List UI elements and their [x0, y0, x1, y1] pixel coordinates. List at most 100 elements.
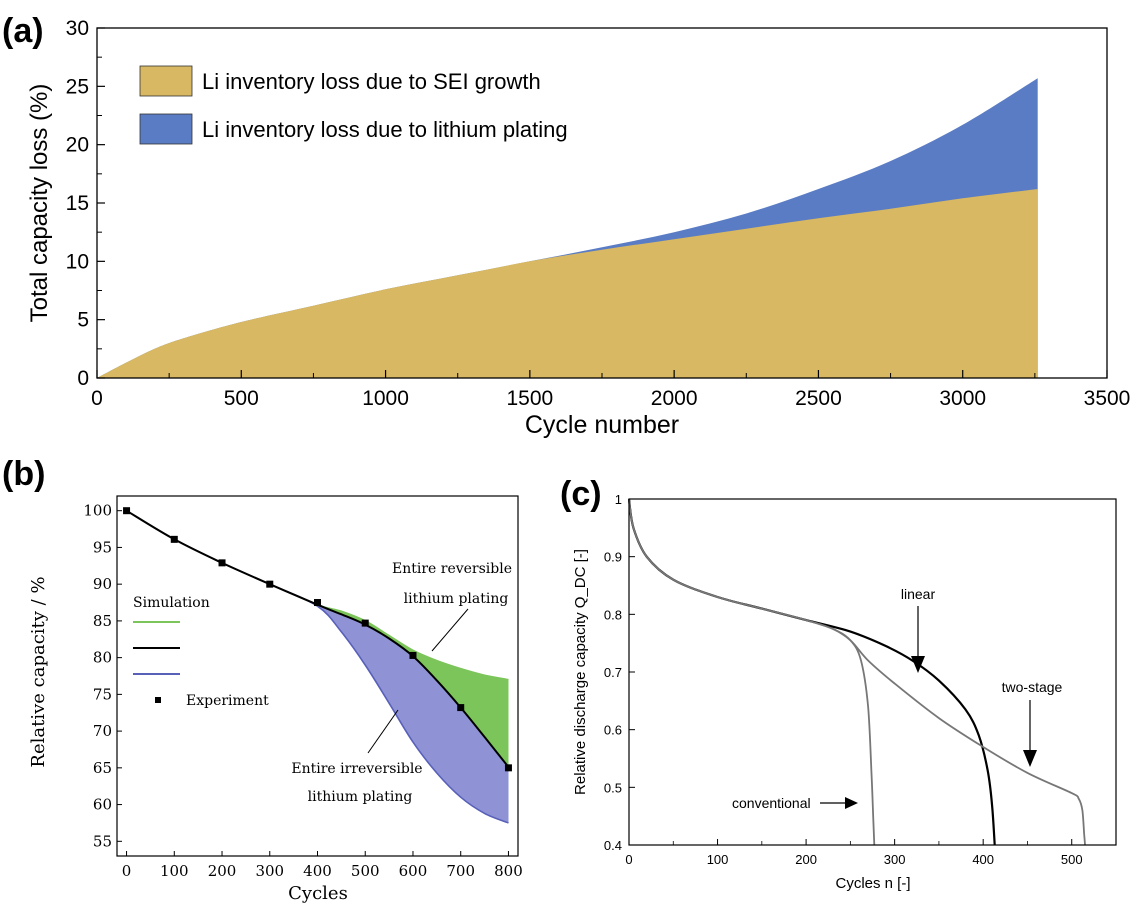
panel-c: (c) 0 100 200 300 400 5000.40.50.60.70.80.91 …: [560, 475, 1117, 892]
x-tick-label: 500: [351, 862, 380, 880]
y-tick-label: 0.7: [604, 665, 622, 680]
x-tick-label: 100: [707, 852, 729, 867]
annotation-reversible-1: Entire reversible: [392, 561, 512, 577]
x-tick-label: 100: [160, 862, 189, 880]
annotation-conventional-arrowhead: [845, 797, 858, 809]
x-tick-label: 0: [122, 862, 132, 880]
y-tick-label: 95: [93, 538, 112, 556]
panel-c-annotations: linear two-stage conventional: [732, 586, 1063, 811]
legend-label-plating: Li inventory loss due to lithium plating: [202, 117, 568, 142]
experiment-point: [123, 507, 131, 515]
y-tick-label: 0.4: [604, 838, 622, 853]
panel-b-ticks: 0 100 200 300 400 500 600 700 800 55 60 65 70 75 80 85 9…: [83, 502, 522, 880]
experiment-point: [314, 599, 321, 607]
panel-a-legend: Li inventory loss due to SEI growth Li i…: [139, 65, 568, 145]
x-tick-label: 2500: [795, 387, 842, 410]
annotation-irreversible-2: lithium plating: [308, 789, 413, 805]
panel-b: (b) 0 100 200 300 400 500 600 700 800 55 60 65 70 75 8…: [2, 455, 523, 903]
annotation-two-stage: two-stage: [1002, 679, 1063, 695]
panel-b-xlabel: Cycles: [288, 883, 348, 903]
panel-b-bands: [126, 510, 509, 823]
experiment-point: [457, 704, 465, 712]
y-tick-label: 90: [93, 575, 112, 593]
panel-c-lines: [627, 498, 1086, 846]
panel-b-ylabel: Relative capacity / %: [28, 576, 49, 767]
y-tick-label: 65: [93, 759, 112, 777]
x-tick-label: 3500: [1084, 387, 1130, 410]
experiment-point: [170, 535, 178, 543]
y-tick-label: 100: [83, 502, 112, 520]
panel-c-ticks: 0 100 200 300 400 500 0.4 0.5 0.6 0.7 0.8 0.9 1: [604, 492, 1083, 867]
panel-a-ylabel: Total capacity loss (%): [26, 84, 53, 323]
y-tick-label: 1: [615, 492, 622, 507]
panel-c-ylabel: Relative discharge capacity Q_DC [-]: [572, 549, 589, 795]
panel-c-label: (c): [560, 475, 602, 513]
line-two-stage: [628, 498, 1086, 846]
panel-b-label: (b): [2, 455, 45, 493]
panel-a-xlabel: Cycle number: [525, 411, 679, 439]
x-tick-label: 600: [399, 862, 428, 880]
x-tick-label: 400: [972, 852, 994, 867]
y-tick-label: 0.5: [604, 780, 622, 795]
x-tick-label: 200: [795, 852, 817, 867]
y-tick-label: 30: [66, 17, 89, 40]
experiment-point: [504, 764, 512, 772]
x-tick-label: 3000: [939, 387, 986, 410]
experiment-point: [266, 580, 274, 588]
y-tick-label: 0.9: [604, 550, 622, 565]
x-tick-label: 400: [303, 862, 332, 880]
y-tick-label: 0: [77, 367, 89, 390]
y-tick-label: 85: [93, 612, 112, 630]
x-tick-label: 500: [1061, 852, 1083, 867]
area-series-0: [97, 189, 1038, 378]
panel-c-xlabel: Cycles n [-]: [835, 875, 910, 892]
y-tick-label: 55: [93, 832, 112, 850]
y-tick-label: 60: [93, 796, 112, 814]
annotation-linear: linear: [901, 586, 936, 602]
legend-label-experiment: Experiment: [186, 693, 269, 709]
panel-a-label: (a): [2, 12, 44, 50]
x-tick-label: 300: [255, 862, 284, 880]
x-tick-label: 700: [446, 862, 475, 880]
y-tick-label: 10: [66, 250, 89, 273]
legend-marker-experiment: [155, 697, 161, 703]
y-tick-label: 75: [93, 685, 112, 703]
y-tick-label: 25: [66, 75, 89, 98]
x-tick-label: 300: [884, 852, 906, 867]
y-tick-label: 20: [66, 134, 89, 157]
annotation-conventional: conventional: [732, 795, 811, 811]
y-tick-label: 15: [66, 192, 89, 215]
panel-b-markers: [123, 507, 512, 772]
annotation-irreversible-1: Entire irreversible: [291, 761, 422, 777]
line-linear: [627, 498, 996, 846]
panel-b-legend: Simulation Experiment: [133, 595, 269, 709]
panel-a: (a) 0 500 1000 1500 2000 2500 3000 3500 0 5 10 15 20…: [2, 12, 1130, 439]
experiment-point: [409, 651, 417, 659]
y-tick-label: 70: [93, 722, 112, 740]
x-tick-label: 0: [91, 387, 103, 410]
annotation-reversible-arrow: [431, 608, 469, 652]
x-tick-label: 2000: [651, 387, 698, 410]
x-tick-label: 200: [208, 862, 237, 880]
band-irreversible: [126, 510, 509, 823]
x-tick-label: 0: [625, 852, 632, 867]
legend-label-sei: Li inventory loss due to SEI growth: [202, 69, 541, 94]
annotation-reversible-2: lithium plating: [404, 591, 509, 607]
annotation-two-stage-arrowhead: [1023, 750, 1037, 767]
panel-b-annotations: Entire reversible lithium plating Entire…: [291, 561, 512, 805]
y-tick-label: 0.8: [604, 607, 622, 622]
x-tick-label: 500: [224, 387, 259, 410]
line-conventional: [628, 498, 876, 846]
x-tick-label: 1500: [506, 387, 553, 410]
panel-a-ticks: 0 500 1000 1500 2000 2500 3000 3500 0 5 10 15 20 25 30: [66, 17, 1130, 410]
panel-a-areas: [97, 78, 1038, 378]
x-tick-label: 800: [494, 862, 523, 880]
legend-swatch-sei: [139, 65, 193, 97]
annotation-irreversible-arrow: [367, 709, 399, 754]
y-tick-label: 5: [77, 309, 89, 332]
y-tick-label: 0.6: [604, 723, 622, 738]
legend-title-simulation: Simulation: [133, 595, 210, 611]
x-tick-label: 1000: [362, 387, 409, 410]
experiment-point: [361, 619, 369, 627]
